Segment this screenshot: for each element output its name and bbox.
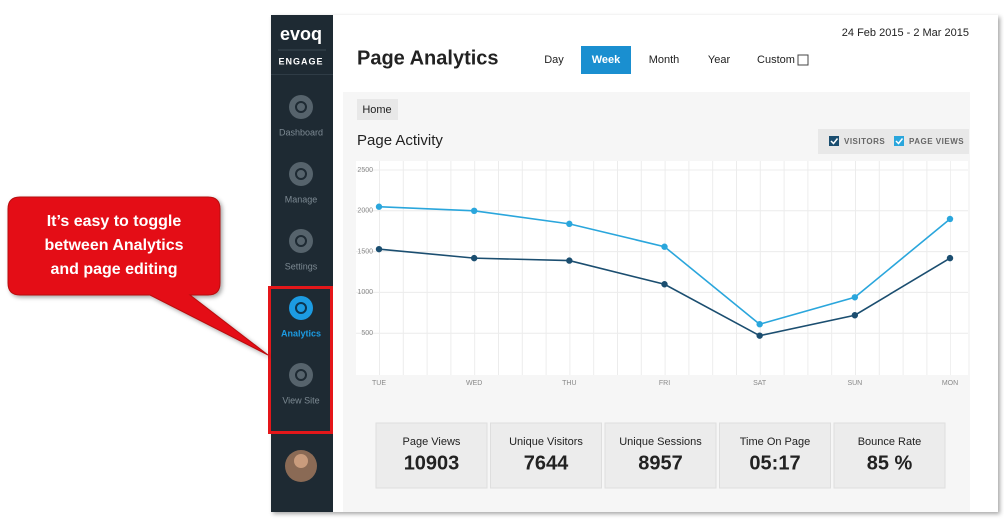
menu-icon[interactable]	[289, 229, 313, 253]
avatar-face	[294, 454, 308, 468]
x-tick-label: TUE	[372, 380, 386, 387]
stats: Page Views 10903 Unique Visitors 7644 Unique…	[375, 422, 946, 489]
callout: It’s easy to toggle between Analytics and …	[44, 213, 183, 278]
stat-value: 85 %	[867, 452, 913, 474]
menu-label[interactable]: Manage	[285, 194, 318, 204]
y-tick-label: 1000	[357, 289, 373, 296]
callout-bubble	[7, 196, 269, 356]
legend-check	[895, 138, 904, 145]
x-tick-label: SUN	[847, 380, 862, 387]
stat-label: Unique Visitors	[509, 436, 583, 448]
breadcrumb[interactable]: Home	[362, 104, 391, 116]
legend-check	[830, 138, 839, 145]
stat-label: Page Views	[403, 436, 461, 448]
tab[interactable]: Custom	[757, 54, 795, 66]
chart: 500 1000 1500 2000 2500 TUE WED THU FRI SAT SUN MON…	[356, 136, 968, 387]
legend-checkbox[interactable]	[829, 136, 839, 146]
y-tick-label: 2500	[357, 167, 373, 174]
sidebar-divider	[271, 74, 333, 75]
stat-card	[375, 422, 488, 489]
y-tick-label: 2000	[357, 208, 373, 215]
callout-text: and page editing	[50, 261, 177, 278]
menu-icon[interactable]	[289, 162, 313, 186]
breadcrumb-box	[357, 99, 398, 120]
menu-icon-glyph	[295, 369, 307, 381]
sidebar-menu: Dashboard Manage Settings Analytics View Sit…	[279, 95, 323, 405]
calendar-icon[interactable]	[797, 54, 809, 66]
highlight-box	[268, 286, 333, 434]
stat-value: 10903	[404, 452, 460, 474]
stat-card	[719, 422, 831, 489]
menu-icon[interactable]	[289, 363, 313, 387]
tab[interactable]: Year	[708, 54, 731, 66]
stat-value: 05:17	[749, 452, 800, 474]
data-point	[375, 203, 383, 210]
data-point	[661, 243, 668, 250]
data-point	[470, 207, 478, 214]
data-point	[566, 220, 573, 228]
stat-card	[833, 422, 946, 489]
product-name: ENGAGE	[278, 56, 323, 66]
x-tick-label: MON	[942, 380, 958, 387]
menu-icon-glyph	[295, 101, 307, 113]
x-tick-label: SAT	[753, 380, 767, 387]
tab[interactable]: Month	[649, 54, 680, 66]
menu-label[interactable]: Analytics	[281, 328, 321, 338]
chart-title: Page Activity	[357, 132, 443, 149]
stat-value: 8957	[638, 452, 683, 474]
data-point	[851, 312, 859, 319]
data-point	[566, 257, 573, 264]
date-range[interactable]: 24 Feb 2015 - 2 Mar 2015	[842, 27, 969, 39]
y-tick-label: 1500	[357, 248, 373, 255]
callout-text: between Analytics	[44, 237, 183, 254]
data-point	[946, 254, 954, 262]
x-tick-label: THU	[562, 380, 576, 387]
legend-label[interactable]: PAGE VIEWS	[909, 137, 964, 146]
menu-icon-glyph	[295, 168, 307, 180]
legend-label[interactable]: VISITORS	[844, 137, 885, 146]
legend-box	[818, 129, 969, 154]
menu-icon[interactable]	[289, 296, 313, 320]
legend-checkbox[interactable]	[894, 136, 904, 146]
menu-label[interactable]: View Site	[282, 395, 319, 405]
data-point	[756, 332, 763, 339]
tab[interactable]: Week	[592, 54, 621, 66]
menu-icon-glyph	[295, 235, 307, 247]
stat-card	[490, 422, 602, 489]
stat-label: Time On Page	[740, 436, 811, 448]
data-point	[375, 245, 383, 253]
callout-text: It’s easy to toggle	[47, 213, 182, 230]
stat-card	[604, 422, 717, 489]
x-tick-label: FRI	[659, 380, 670, 387]
stat-label: Unique Sessions	[619, 436, 702, 448]
menu-icon[interactable]	[289, 95, 313, 119]
tabs: Day Week Month Year Custom	[544, 46, 809, 74]
logo: evoq	[280, 24, 322, 44]
stat-label: Bounce Rate	[858, 436, 922, 448]
x-tick-label: WED	[466, 380, 482, 387]
y-tick-label: 500	[361, 330, 373, 337]
tab[interactable]: Day	[544, 54, 564, 66]
data-point	[661, 281, 668, 288]
page-title: Page Analytics	[357, 47, 499, 69]
data-point	[946, 215, 954, 223]
menu-label[interactable]: Settings	[285, 261, 318, 271]
menu-label[interactable]: Dashboard	[279, 127, 323, 137]
data-point	[756, 321, 763, 328]
minor-grid	[379, 161, 951, 375]
tab-active-bg	[581, 46, 631, 74]
data-point	[851, 294, 859, 301]
stat-value: 7644	[524, 452, 569, 474]
data-point	[470, 254, 478, 262]
menu-icon-glyph	[295, 302, 307, 314]
